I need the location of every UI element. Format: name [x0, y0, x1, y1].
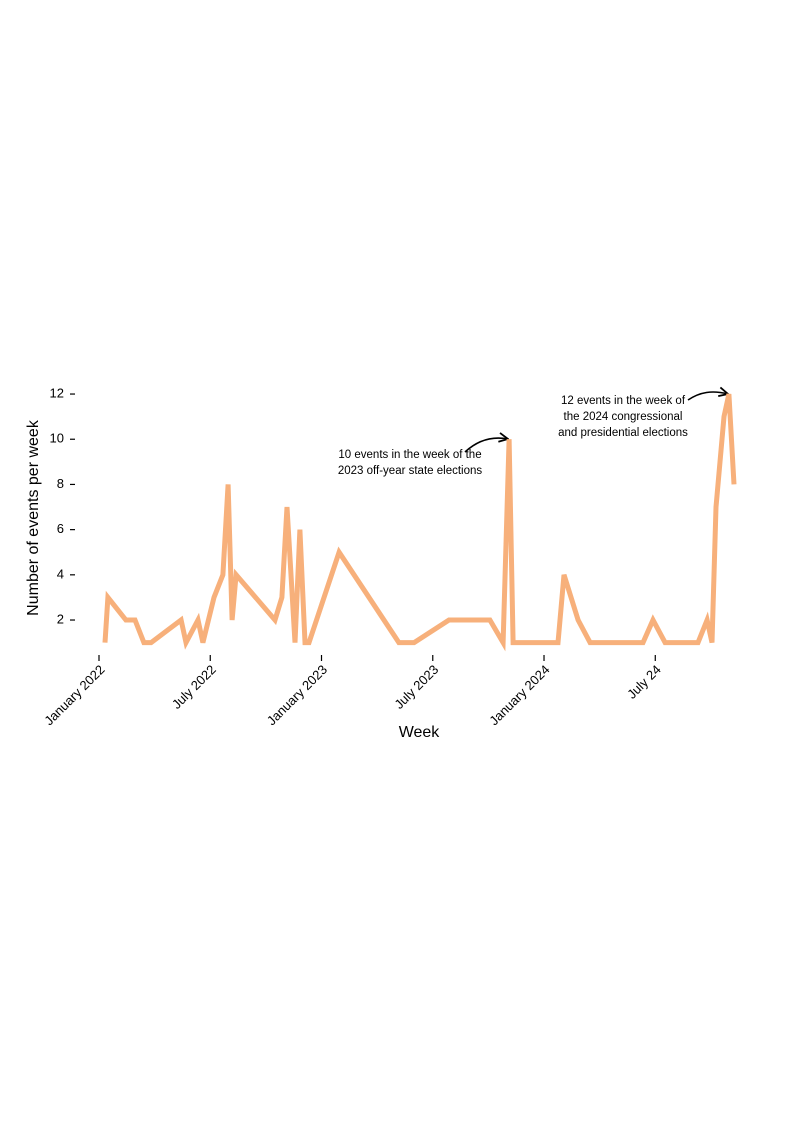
- y-tick-label: 4: [57, 566, 64, 581]
- annotation: 12 events in the week of: [561, 395, 686, 407]
- y-axis-label: Number of events per week: [25, 419, 42, 616]
- annotation: 10 events in the week of the: [338, 449, 481, 461]
- annotation-arrow: [464, 438, 508, 453]
- x-tick-label: January 2024: [486, 662, 552, 728]
- x-axis-label: Week: [399, 724, 441, 741]
- x-tick-label: July 2022: [169, 662, 219, 712]
- x-tick-label: January 2023: [264, 662, 330, 728]
- y-tick-label: 2: [57, 611, 64, 626]
- annotation: 2023 off-year state elections: [338, 465, 483, 477]
- y-tick-label: 6: [57, 521, 64, 536]
- y-tick-label: 8: [57, 476, 64, 491]
- x-tick-label: July 24: [624, 662, 664, 702]
- line: [102, 393, 737, 652]
- annotation: the 2024 congressional: [564, 411, 683, 423]
- annotation: and presidential elections: [558, 427, 688, 439]
- annotation-arrow: [687, 392, 728, 401]
- y-tick-label: 10: [50, 431, 64, 446]
- x-tick-label: January 2022: [41, 662, 107, 728]
- x-tick-label: July 2023: [391, 662, 441, 712]
- y-tick-label: 12: [50, 385, 64, 400]
